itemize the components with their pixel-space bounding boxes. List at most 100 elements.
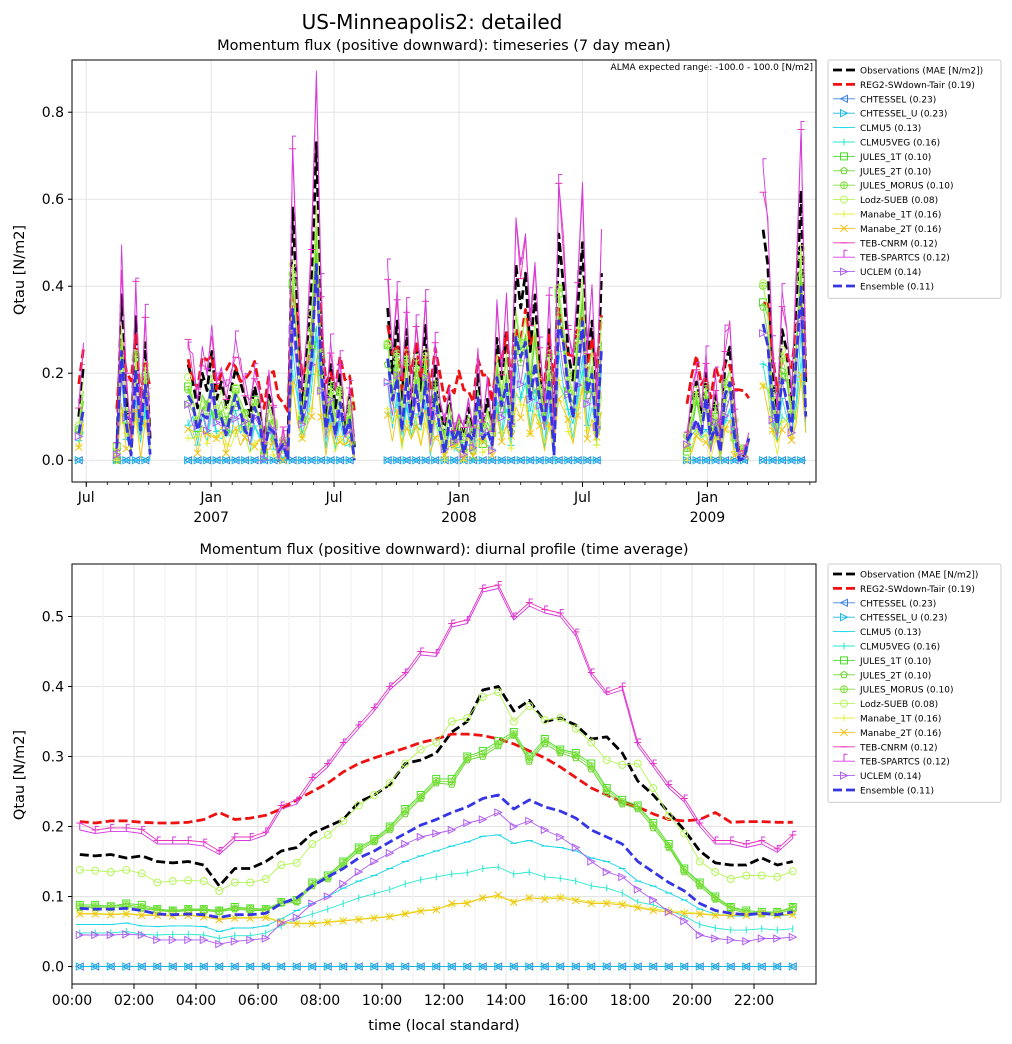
timeseries-marker xyxy=(759,279,768,288)
diurnal-marker xyxy=(75,962,85,971)
timeseries-line xyxy=(762,374,807,443)
timeseries-marker xyxy=(507,444,515,452)
diurnal-marker xyxy=(292,913,302,922)
timeseries-legend-marker xyxy=(840,108,849,118)
diurnal-marker xyxy=(606,687,611,695)
diurnal-marker xyxy=(261,913,270,922)
timeseries-marker xyxy=(231,414,241,423)
timeseries-marker xyxy=(488,446,497,455)
timeseries-line xyxy=(188,366,355,461)
diurnal-legend-label: TEB-SPARTCS (0.12) xyxy=(859,758,950,768)
timeseries-marker xyxy=(301,380,306,388)
diurnal-marker xyxy=(540,895,549,904)
timeseries-marker xyxy=(131,349,140,358)
timeseries-line xyxy=(386,232,603,445)
timeseries-legend-entry: Ensemble (0.11) xyxy=(833,283,934,293)
timeseries-marker xyxy=(434,331,439,340)
diurnal-marker xyxy=(280,801,285,809)
timeseries-marker xyxy=(317,386,326,396)
diurnal-marker xyxy=(478,815,488,824)
diurnal-marker xyxy=(373,703,378,711)
timeseries-marker xyxy=(479,448,487,456)
diurnal-marker xyxy=(509,730,518,739)
timeseries-marker xyxy=(683,440,692,449)
diurnal-marker xyxy=(91,866,100,875)
diurnal-series xyxy=(75,688,797,895)
diurnal-marker xyxy=(540,825,550,835)
diurnal-marker xyxy=(572,895,580,903)
timeseries-marker-cross xyxy=(327,382,335,390)
diurnal-marker xyxy=(463,753,472,762)
timeseries-line xyxy=(115,293,152,452)
diurnal-marker xyxy=(757,934,767,943)
timeseries-legend-entry: CHTESSEL (0.23) xyxy=(833,94,936,105)
timeseries-line xyxy=(187,225,355,457)
timeseries-marker xyxy=(282,430,287,438)
timeseries-legend-entry: CHTESSEL_U (0.23) xyxy=(833,108,947,120)
diurnal-marker xyxy=(125,823,130,832)
timeseries-marker xyxy=(441,456,449,464)
timeseries-marker xyxy=(270,451,278,459)
figure-title: US-Minneapolis2: detailed xyxy=(302,10,563,34)
diurnal-series xyxy=(76,834,797,932)
diurnal-marker-cross xyxy=(494,740,502,748)
diurnal-legend-marker xyxy=(843,753,848,762)
timeseries-marker xyxy=(797,455,806,465)
diurnal-legend-marker xyxy=(840,714,848,722)
timeseries-marker xyxy=(482,415,487,423)
diurnal-x-tick-label: 10:00 xyxy=(362,993,402,1009)
diurnal-marker-cross xyxy=(355,845,363,853)
timeseries-legend-marker xyxy=(840,267,849,276)
timeseries-marker xyxy=(692,432,701,440)
timeseries-line xyxy=(186,263,356,462)
diurnal-x-tick-label: 00:00 xyxy=(52,993,92,1009)
diurnal-marker xyxy=(680,829,689,838)
diurnal-marker xyxy=(184,962,193,971)
diurnal-marker xyxy=(156,836,161,844)
timeseries-legend-label: CLMU5 (0.13) xyxy=(860,124,921,134)
diurnal-marker xyxy=(122,962,131,971)
timeseries-marker xyxy=(279,456,287,465)
diurnal-marker xyxy=(339,858,348,867)
diurnal-x-axis-label: time (local standard) xyxy=(368,1018,519,1034)
timeseries-marker xyxy=(184,434,192,442)
diurnal-marker xyxy=(742,911,751,920)
diurnal-marker-cross xyxy=(386,824,394,832)
diurnal-legend-label: JULES_2T (0.10) xyxy=(859,671,931,681)
diurnal-legend-marker xyxy=(840,728,848,737)
diurnal-legend-entry: TEB-CNRM (0.12) xyxy=(833,743,938,753)
diurnal-marker xyxy=(587,764,596,773)
timeseries-marker xyxy=(345,395,354,404)
diurnal-marker-cross xyxy=(572,751,580,759)
diurnal-marker xyxy=(230,904,239,913)
diurnal-marker xyxy=(575,628,580,637)
diurnal-marker xyxy=(742,871,751,880)
diurnal-legend-entry: CHTESSEL (0.23) xyxy=(833,598,936,609)
timeseries-legend-label: REG2-SWdown-Tair (0.19) xyxy=(860,81,975,91)
diurnal-marker xyxy=(494,962,503,971)
timeseries-marker xyxy=(222,449,230,458)
timeseries-marker xyxy=(497,455,507,465)
diurnal-marker xyxy=(618,760,627,769)
diurnal-marker xyxy=(91,930,100,940)
diurnal-marker xyxy=(466,616,471,624)
diurnal-marker xyxy=(482,584,487,592)
timeseries-marker xyxy=(696,361,701,370)
diurnal-marker-cross xyxy=(401,807,409,815)
diurnal-marker xyxy=(354,801,363,810)
timeseries-marker xyxy=(558,173,563,182)
timeseries-marker xyxy=(743,444,748,453)
diurnal-marker xyxy=(401,910,410,918)
diurnal-marker xyxy=(432,905,441,914)
diurnal-marker xyxy=(618,900,626,907)
timeseries-marker xyxy=(702,455,711,465)
diurnal-marker xyxy=(788,962,798,971)
timeseries-line xyxy=(761,189,808,419)
timeseries-line xyxy=(686,327,750,456)
timeseries-marker xyxy=(141,455,150,465)
timeseries-marker xyxy=(577,270,582,278)
diurnal-marker xyxy=(556,962,565,971)
diurnal-legend-entry: Manabe_2T (0.16) xyxy=(833,728,941,739)
diurnal-marker xyxy=(277,962,286,971)
diurnal-marker-cross xyxy=(618,798,626,806)
